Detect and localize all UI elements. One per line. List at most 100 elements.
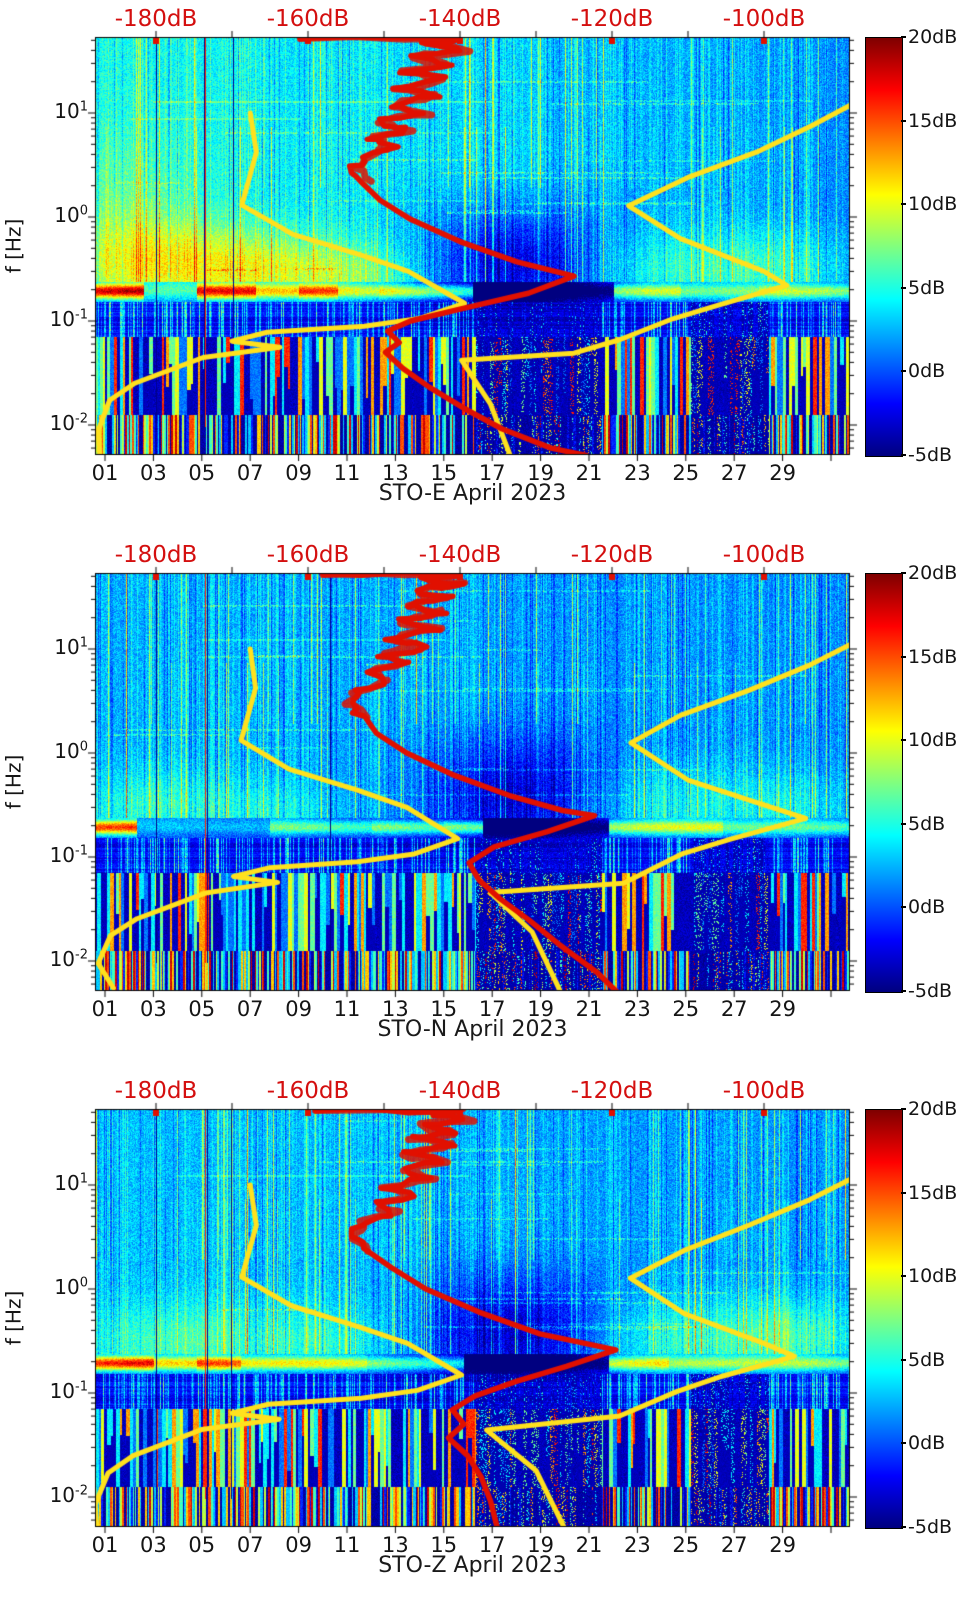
colorbar-tick-label: 20dB	[908, 1098, 958, 1120]
x-tick-label: 03	[140, 1533, 167, 1557]
panel-title: STO-N April 2023	[377, 1017, 568, 1042]
y-tick-label: 10-2	[49, 947, 88, 971]
colorbar-tick-label: 0dB	[908, 360, 946, 383]
top-db-label: -120dB	[570, 6, 654, 32]
x-tick-label: 23	[624, 1533, 651, 1557]
x-tick-label: 17	[478, 461, 506, 485]
y-tick-label: 10-2	[49, 1483, 88, 1507]
x-tick-label: 21	[575, 997, 603, 1021]
x-tick-label: 01	[91, 461, 119, 485]
x-tick-label: 25	[672, 461, 700, 485]
x-tick-label: 29	[769, 1533, 796, 1557]
top-db-label: -120dB	[570, 542, 654, 568]
x-tick-label: 29	[769, 461, 796, 485]
y-axis-title: f [Hz]	[1, 754, 26, 810]
top-db-label: -100dB	[722, 6, 806, 32]
colorbar-tick-label: -5dB	[908, 1516, 953, 1538]
colorbar-tick	[901, 203, 906, 206]
x-tick-label: 13	[382, 1533, 409, 1557]
colorbar-tick-label: 15dB	[908, 1181, 958, 1204]
x-tick-label: 19	[527, 1533, 554, 1557]
colorbar-tick-label: 10dB	[908, 729, 958, 752]
panel-title: STO-E April 2023	[378, 481, 567, 506]
y-tick-label: 10-1	[49, 843, 88, 867]
colorbar-tick	[901, 572, 906, 574]
x-tick-label: 15	[430, 461, 458, 485]
top-db-label: -160dB	[266, 542, 350, 568]
colorbar-tick-label: 5dB	[908, 1348, 946, 1371]
y-axis-title: f [Hz]	[1, 1290, 26, 1346]
top-db-label: -180dB	[114, 1078, 198, 1104]
colorbar-tick-label: 15dB	[908, 109, 958, 132]
y-axis-title: f [Hz]	[1, 218, 26, 274]
x-tick-label: 25	[672, 1533, 700, 1557]
colorbar-tick-label: 0dB	[908, 896, 946, 919]
y-tick-label: 100	[54, 739, 88, 763]
top-db-label: -140dB	[418, 6, 502, 32]
colorbar	[865, 37, 903, 457]
colorbar-tick	[901, 1108, 906, 1110]
top-db-label: -180dB	[114, 542, 198, 568]
x-tick-label: 07	[236, 461, 264, 485]
colorbar-tick-label: 20dB	[908, 26, 958, 48]
x-tick-label: 05	[188, 461, 216, 485]
colorbar-tick	[901, 906, 906, 909]
colorbar-tick	[901, 1358, 906, 1361]
spectrogram-canvas-sto-e	[87, 30, 858, 462]
colorbar-tick	[901, 370, 906, 373]
x-tick-label: 27	[720, 997, 748, 1021]
x-tick-label: 21	[575, 461, 603, 485]
x-tick-label: 21	[575, 1533, 603, 1557]
x-tick-label: 11	[333, 1533, 361, 1557]
x-tick-label: 05	[188, 1533, 216, 1557]
top-db-label: -160dB	[266, 1078, 350, 1104]
colorbar-tick-label: 5dB	[908, 276, 946, 299]
x-tick-label: 23	[624, 461, 651, 485]
x-tick-label: 03	[140, 461, 167, 485]
colorbar-tick-label: -5dB	[908, 980, 953, 1002]
y-tick-label: 100	[54, 1275, 88, 1299]
x-tick-label: 19	[527, 461, 554, 485]
y-tick-label: 10-1	[49, 1379, 88, 1403]
top-db-label: -160dB	[266, 6, 350, 32]
colorbar-tick	[901, 36, 906, 38]
x-tick-label: 09	[285, 997, 312, 1021]
colorbar-tick	[901, 822, 906, 825]
x-tick-label: 27	[720, 461, 748, 485]
colorbar	[865, 573, 903, 993]
panel-title: STO-Z April 2023	[378, 1553, 567, 1578]
x-tick-label: 01	[91, 1533, 119, 1557]
colorbar-tick-label: 0dB	[908, 1432, 946, 1455]
top-db-label: -140dB	[418, 1078, 502, 1104]
x-tick-label: 17	[478, 997, 506, 1021]
colorbar-tick	[901, 1191, 906, 1194]
colorbar-tick	[901, 739, 906, 742]
top-db-label: -120dB	[570, 1078, 654, 1104]
colorbar	[865, 1109, 903, 1529]
colorbar-tick-label: -5dB	[908, 444, 953, 466]
x-tick-label: 27	[720, 1533, 748, 1557]
colorbar-tick	[901, 655, 906, 658]
y-tick-label: 101	[54, 1171, 88, 1195]
spectrogram-canvas-sto-z	[87, 1102, 858, 1534]
colorbar-tick-label: 15dB	[908, 645, 958, 668]
x-tick-label: 23	[624, 997, 651, 1021]
y-tick-label: 10-1	[49, 307, 88, 331]
y-tick-label: 10-2	[49, 411, 88, 435]
top-db-label: -100dB	[722, 542, 806, 568]
x-tick-label: 01	[91, 997, 119, 1021]
x-tick-label: 19	[527, 997, 554, 1021]
y-tick-label: 101	[54, 635, 88, 659]
x-tick-label: 07	[236, 1533, 264, 1557]
top-db-label: -100dB	[722, 1078, 806, 1104]
x-tick-label: 11	[333, 461, 361, 485]
colorbar-tick	[901, 990, 906, 992]
colorbar-tick	[901, 1526, 906, 1528]
colorbar-tick	[901, 286, 906, 289]
x-tick-label: 07	[236, 997, 264, 1021]
top-db-label: -180dB	[114, 6, 198, 32]
colorbar-tick-label: 10dB	[908, 193, 958, 216]
x-tick-label: 13	[382, 997, 409, 1021]
y-tick-label: 101	[54, 99, 88, 123]
